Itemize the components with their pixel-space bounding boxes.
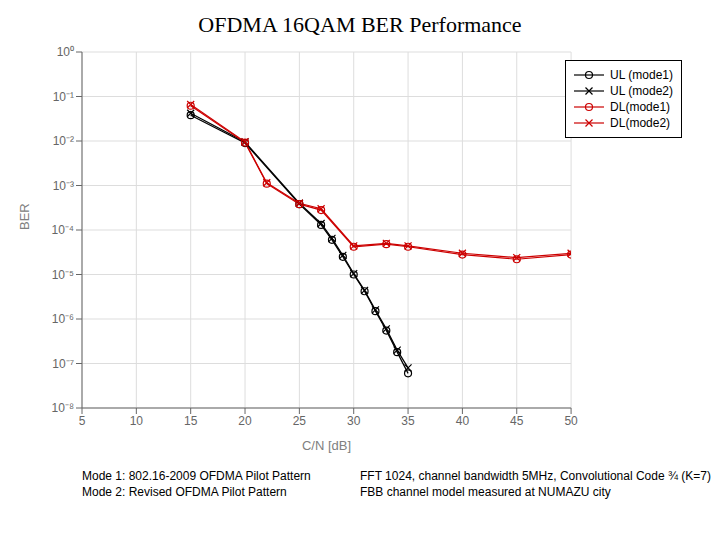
svg-text:BER: BER: [17, 203, 32, 230]
svg-text:5: 5: [79, 414, 86, 428]
html-text:DL(mode2): DL(mode2): [610, 116, 671, 130]
html-text:OFDMA 16QAM BER Performance: OFDMA 16QAM BER Performance: [198, 12, 522, 37]
svg-text:C/N [dB]: C/N [dB]: [302, 438, 351, 453]
html-text:FFT 1024, channel bandwidth 5M: FFT 1024, channel bandwidth 5MHz, Convol…: [360, 469, 711, 483]
svg-text:50: 50: [564, 414, 578, 428]
svg-text:45: 45: [510, 414, 524, 428]
svg-text:10⁻⁷: 10⁻⁷: [52, 357, 74, 371]
svg-text:10⁻⁶: 10⁻⁶: [52, 312, 74, 326]
svg-text:10: 10: [130, 414, 144, 428]
html-text:UL (mode2): UL (mode2): [610, 84, 673, 98]
html-text:DL(mode1): DL(mode1): [610, 100, 671, 114]
html-text:Mode 1: 802.16-2009 OFDMA Pilo: Mode 1: 802.16-2009 OFDMA Pilot Pattern: [82, 469, 311, 483]
svg-text:25: 25: [293, 414, 307, 428]
svg-text:10⁻⁵: 10⁻⁵: [52, 268, 74, 282]
svg-text:35: 35: [401, 414, 415, 428]
svg-text:10⁻⁸: 10⁻⁸: [52, 401, 74, 415]
svg-text:15: 15: [184, 414, 198, 428]
svg-text:10⁻¹: 10⁻¹: [53, 90, 74, 104]
html-text:FBB channel model measured at: FBB channel model measured at NUMAZU cit…: [360, 485, 611, 499]
html-text:UL (mode1): UL (mode1): [610, 68, 673, 82]
svg-text:40: 40: [456, 414, 470, 428]
svg-text:20: 20: [238, 414, 252, 428]
svg-text:10⁻³: 10⁻³: [53, 179, 74, 193]
svg-text:30: 30: [347, 414, 361, 428]
svg-text:10⁻⁴: 10⁻⁴: [51, 223, 74, 237]
html-text:Mode 2: Revised OFDMA Pilot Pa: Mode 2: Revised OFDMA Pilot Pattern: [82, 485, 287, 499]
svg-text:10⁻²: 10⁻²: [53, 134, 74, 148]
svg-text:10⁰: 10⁰: [57, 45, 74, 59]
